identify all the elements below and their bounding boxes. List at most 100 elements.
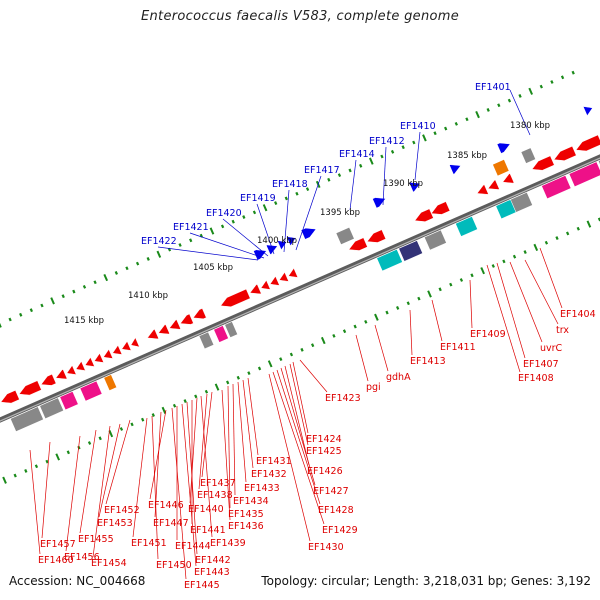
forward-gene-label: EF1450 [156, 560, 192, 571]
outer-tick-minor [433, 131, 437, 136]
forward-gene-arrow [112, 344, 123, 355]
forward-leader-line [201, 391, 213, 478]
forward-gene-arrow [66, 365, 77, 375]
forward-gene-arrow [158, 324, 170, 335]
inner-tick-minor [449, 282, 453, 287]
outer-tick-minor [497, 103, 501, 108]
outer-tick-minor [135, 261, 140, 266]
forward-gene-label: EF1442 [195, 555, 231, 566]
inner-tick-minor [130, 422, 134, 427]
inner-tick-minor [183, 399, 187, 403]
reverse-gene-arrow [300, 227, 317, 240]
forward-leader-line [431, 299, 443, 342]
forward-gene-arrow [575, 134, 600, 152]
forward-gene-label: EF1409 [470, 329, 506, 340]
forward-leader-line [29, 449, 41, 555]
forward-leader-line [280, 367, 316, 486]
scale-label: 1385 kbp [447, 151, 487, 161]
forward-leader-line [221, 389, 231, 521]
inner-tick-major [427, 290, 432, 298]
reverse-gene-arrow [449, 164, 462, 175]
forward-gene-label: EF1436 [228, 521, 264, 532]
inner-tick-minor [87, 441, 92, 445]
scale-label: 1410 kbp [128, 291, 168, 301]
forward-gene-label: EF1441 [190, 525, 226, 536]
forward-leader-line [292, 361, 309, 434]
scale-label: 1390 kbp [383, 179, 423, 189]
forward-leader-line [132, 417, 148, 538]
inner-tick-minor [119, 427, 124, 431]
outer-tick-major [475, 110, 480, 119]
reverse-leader-line [222, 218, 269, 257]
reverse-leader-line [349, 159, 357, 211]
forward-gene-arrow [0, 390, 20, 404]
inner-tick-minor [342, 329, 347, 334]
cog-box [510, 191, 533, 213]
reverse-gene-label: EF1410 [400, 121, 436, 132]
forward-gene-arrow [40, 374, 57, 386]
reverse-gene-arrow [408, 182, 421, 193]
outer-tick-minor [444, 126, 448, 131]
forward-gene-arrow [476, 184, 489, 195]
outer-tick-minor [380, 154, 384, 159]
outer-tick-minor [412, 140, 416, 145]
outer-tick-minor [242, 215, 246, 219]
forward-gene-arrow [75, 361, 86, 371]
reverse-gene-label: EF1417 [304, 165, 340, 176]
forward-gene-label: EF1435 [228, 509, 264, 520]
inner-tick-major [2, 476, 7, 484]
reverse-gene-arrow [253, 249, 267, 261]
inner-tick-minor [364, 319, 368, 324]
reverse-leader-line [509, 89, 531, 136]
outer-tick-major [262, 204, 268, 212]
forward-gene-arrow [348, 237, 368, 251]
inner-tick-major [374, 313, 379, 321]
cog-box [213, 325, 229, 343]
forward-leader-line [149, 409, 167, 500]
forward-leader-line [186, 401, 198, 555]
forward-gene-label: gdhA [386, 372, 411, 383]
cog-box [10, 406, 44, 432]
inner-tick-minor [332, 333, 336, 338]
accession-text: Accession: NC_004668 [9, 574, 146, 588]
inner-tick-minor [66, 450, 70, 455]
backbone-highlight [0, 157, 600, 422]
forward-gene-label: EF1404 [560, 309, 596, 320]
inner-tick-minor [544, 240, 549, 245]
forward-leader-line [98, 423, 121, 518]
inner-tick-minor [311, 343, 315, 348]
inner-tick-minor [24, 469, 28, 473]
outer-tick-minor [19, 312, 23, 317]
reverse-gene-label: EF1421 [173, 222, 209, 233]
inner-tick-major [55, 453, 61, 461]
forward-leader-line [486, 264, 521, 373]
forward-gene-label: EF1446 [148, 500, 184, 511]
forward-gene-arrow [260, 279, 271, 290]
forward-gene-label: EF1423 [325, 393, 361, 404]
forward-gene-arrow [55, 369, 68, 380]
forward-gene-label: EF1439 [210, 538, 246, 549]
scale-label: 1380 kbp [510, 121, 550, 131]
forward-gene-arrow [169, 319, 181, 330]
reverse-leader-line [283, 189, 290, 253]
forward-leader-line [92, 425, 111, 558]
reverse-gene-label: EF1420 [206, 208, 242, 219]
outer-tick-minor [40, 303, 44, 308]
forward-leader-line [524, 259, 559, 325]
forward-gene-label: EF1428 [318, 505, 354, 516]
outer-tick-minor [327, 177, 331, 182]
reverse-leader-line [382, 146, 387, 206]
inner-tick-minor [417, 296, 421, 301]
inner-tick-minor [353, 324, 357, 329]
outer-tick-minor [220, 224, 225, 229]
reverse-leader-line [157, 246, 259, 261]
inner-tick-minor [151, 413, 155, 417]
inner-tick-minor [141, 417, 145, 422]
outer-tick-minor [178, 243, 182, 247]
reverse-gene-label: EF1401 [475, 82, 511, 93]
outer-tick-major [103, 273, 109, 282]
forward-gene-label: EF1426 [307, 466, 343, 477]
forward-gene-label: EF1452 [104, 505, 140, 516]
forward-gene-label: EF1460 [38, 555, 74, 566]
